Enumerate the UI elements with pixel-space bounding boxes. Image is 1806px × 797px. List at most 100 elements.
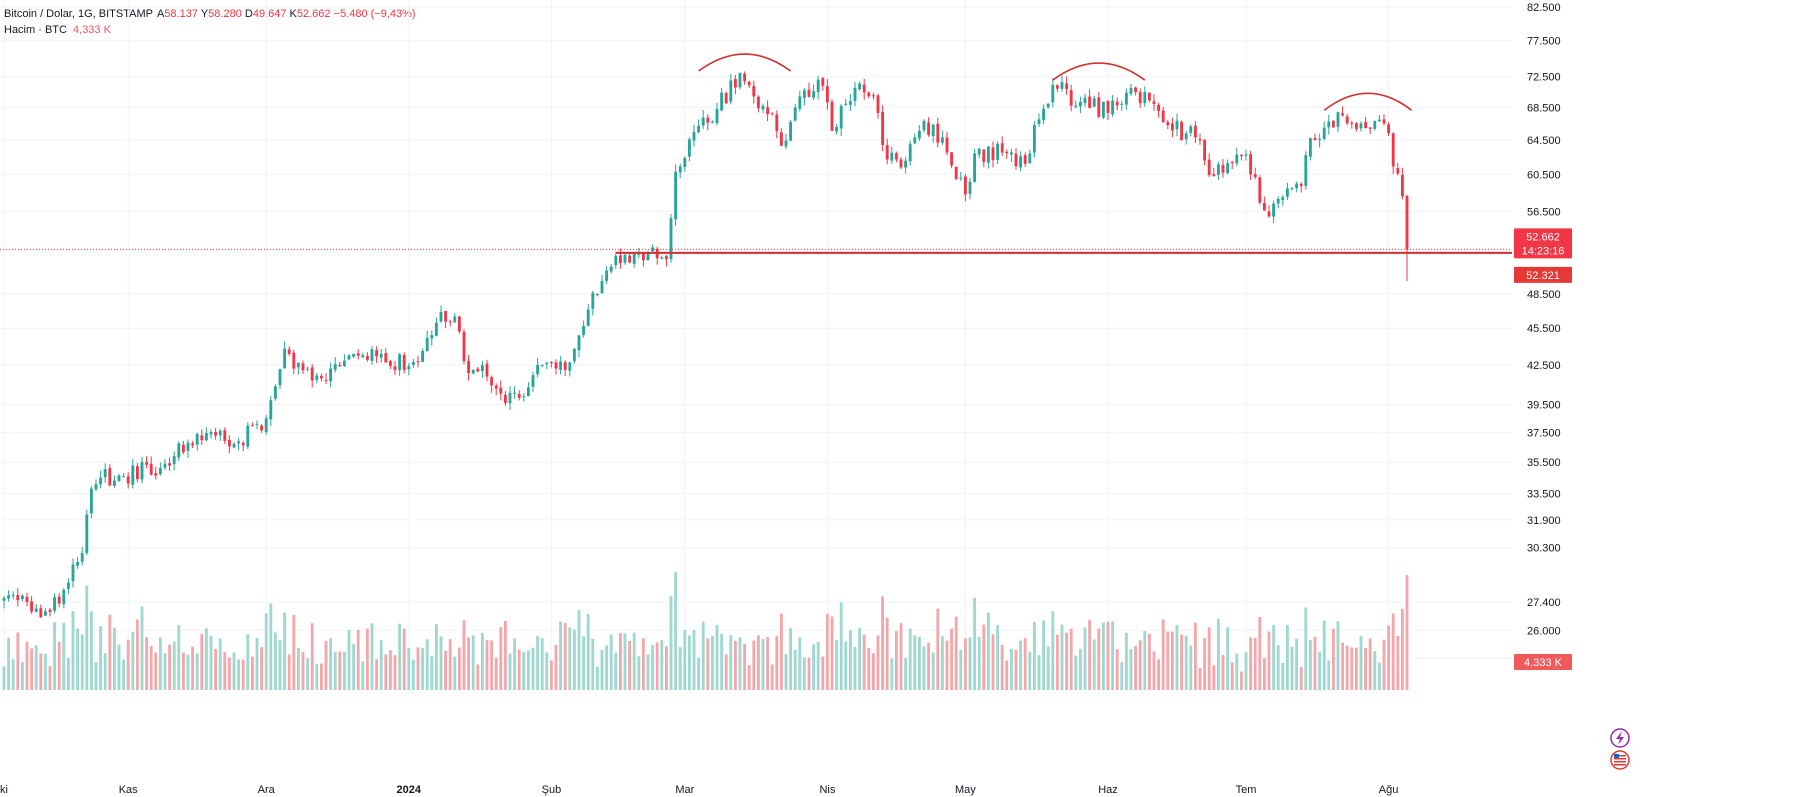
volume-bar xyxy=(582,636,586,690)
candle-body xyxy=(365,355,369,360)
candle xyxy=(80,547,84,566)
volume-bar xyxy=(191,646,195,690)
candle-body xyxy=(1345,116,1349,124)
candle-body xyxy=(108,468,112,486)
candle-body xyxy=(954,166,958,180)
candle xyxy=(1239,154,1243,161)
candle-body xyxy=(1207,159,1211,175)
volume-bar xyxy=(1359,635,1363,690)
volume-bar xyxy=(770,664,774,690)
candle xyxy=(186,439,190,459)
candle-body xyxy=(1391,133,1395,167)
volume-bar xyxy=(250,656,254,690)
volume-bar xyxy=(536,635,540,690)
candle-body xyxy=(890,152,894,161)
candle-body xyxy=(11,595,15,597)
volume-bar xyxy=(1313,636,1317,690)
volume-bar xyxy=(706,638,710,690)
candle xyxy=(214,427,218,440)
candle-body xyxy=(1244,154,1248,156)
candle-body xyxy=(1396,168,1400,174)
candle-body xyxy=(453,316,457,323)
candle-body xyxy=(476,368,480,372)
volume-bar xyxy=(881,596,885,690)
volume-bar xyxy=(269,603,273,690)
candle-body xyxy=(628,255,632,263)
volume-bar xyxy=(1115,649,1119,690)
volume-bar xyxy=(1014,649,1018,690)
candle xyxy=(494,383,498,396)
candle xyxy=(1138,88,1142,108)
candle-body xyxy=(361,355,365,358)
price-axis[interactable]: 82.500 77.500 72.500 68.500 64.500 60.500 56.5… xyxy=(1527,2,1561,665)
candle-body xyxy=(347,355,351,360)
volume-bar xyxy=(609,634,613,690)
legend-volume-row: Hacim · BTC 4,333 K xyxy=(4,22,416,38)
candle xyxy=(784,133,788,150)
volume-bar xyxy=(692,630,696,690)
volume-bar xyxy=(494,657,498,690)
candle-body xyxy=(66,582,70,589)
candle-body xyxy=(168,463,172,466)
candle xyxy=(1000,136,1004,157)
candle xyxy=(200,429,204,446)
volume-bar xyxy=(126,639,130,690)
us-flag-stripe xyxy=(1614,758,1626,760)
candle xyxy=(145,456,149,469)
volume-bar xyxy=(1216,618,1220,690)
candle xyxy=(158,462,162,476)
candle xyxy=(1042,104,1046,125)
candle xyxy=(1235,147,1239,166)
volume-bar xyxy=(844,641,848,690)
volume-bar xyxy=(411,659,415,690)
candle-body xyxy=(1069,90,1073,106)
candle-body xyxy=(973,153,977,182)
candle xyxy=(1028,149,1032,164)
time-axis[interactable]: ki Kas Ara 2024 Şub Mar Nis May Haz Tem Ağu xyxy=(0,784,1398,796)
candle-body xyxy=(48,609,52,612)
candle xyxy=(1331,120,1335,128)
volume-bar xyxy=(172,641,176,690)
price-tick-label: 31.900 xyxy=(1527,515,1561,527)
us-flag-canton xyxy=(1614,754,1619,758)
candle-body xyxy=(779,132,783,146)
candle-body xyxy=(1005,151,1009,154)
symbol-title[interactable]: Bitcoin / Dolar, 1G, BITSTAMP xyxy=(4,8,153,20)
volume-bar xyxy=(99,626,103,690)
candle-body xyxy=(122,476,126,478)
candle xyxy=(600,274,604,294)
candle-body xyxy=(145,462,149,465)
candle xyxy=(439,305,443,323)
volume-label[interactable]: Hacim · BTC xyxy=(4,24,67,36)
volume-bar xyxy=(1377,662,1381,690)
candle xyxy=(1221,159,1225,178)
volume-bar xyxy=(398,623,402,690)
candle xyxy=(591,290,595,316)
volume-bar xyxy=(729,635,733,690)
volume-bar xyxy=(480,632,484,690)
candle-body xyxy=(1239,154,1243,156)
candle xyxy=(1285,182,1289,201)
candle-body xyxy=(34,608,38,612)
volume-bar xyxy=(1290,646,1294,690)
volume-bar xyxy=(1065,632,1069,690)
candle-body xyxy=(1037,119,1041,125)
volume-bar xyxy=(1147,633,1151,690)
candle-body xyxy=(1134,87,1138,93)
candle-body xyxy=(85,514,89,554)
candle xyxy=(729,73,733,105)
candle xyxy=(678,163,682,179)
volume-bar xyxy=(991,634,995,690)
candle-body xyxy=(1193,125,1197,138)
volume-bar xyxy=(954,616,958,690)
candle-body xyxy=(637,254,641,256)
candle xyxy=(1023,152,1027,167)
candle xyxy=(577,335,581,358)
volume-bar xyxy=(20,662,24,690)
volume-bar xyxy=(1000,644,1004,690)
open-value: 58.137 xyxy=(164,8,198,20)
volume-bar xyxy=(195,653,199,690)
candle xyxy=(1341,106,1345,117)
volume-bar xyxy=(76,628,80,690)
